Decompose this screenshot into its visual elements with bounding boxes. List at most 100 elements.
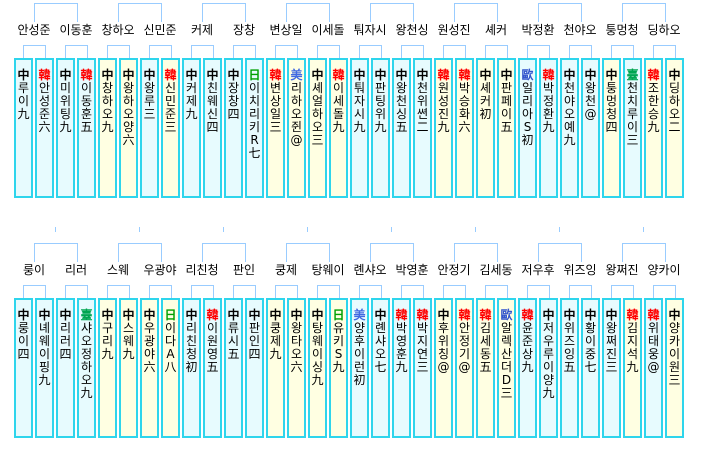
- player-name-rank: 안 성 준 六: [38, 81, 51, 134]
- player-name-rank: 박 지 연 三: [416, 321, 429, 374]
- round16-connector: [370, 243, 414, 262]
- player-name-rank: 김 지 석 九: [626, 321, 639, 374]
- nationality-char: 美: [353, 308, 366, 322]
- winner-label: 왕천싱: [395, 23, 429, 37]
- nationality-char: 中: [59, 308, 72, 322]
- player-name-rank: 왕 하 오 양 六: [122, 81, 135, 147]
- advance-stub: [391, 227, 392, 232]
- advance-stub: [139, 227, 140, 232]
- player-name-rank: 안 정 기 @: [458, 321, 471, 374]
- nationality-char: 中: [584, 68, 597, 82]
- nationality-char: 中: [38, 308, 51, 322]
- player-name-rank: 우 광 야 六: [143, 321, 156, 374]
- match-connector: [485, 45, 508, 59]
- winner-label: 이동훈: [59, 23, 93, 37]
- player-name-rank: 커 제 九: [185, 81, 198, 121]
- player-name-rank: 천 야 오 예 九: [563, 81, 576, 147]
- nationality-char: 韓: [542, 68, 555, 82]
- advance-stub: [643, 227, 644, 232]
- nationality-char: 中: [227, 308, 240, 322]
- match-connector: [401, 45, 424, 59]
- nationality-char: 中: [185, 68, 198, 82]
- player-name-rank: 양 후 이 런 初: [353, 321, 366, 387]
- round16-connector: [202, 243, 246, 262]
- nationality-char: 韓: [80, 68, 93, 82]
- match-connector: [359, 45, 382, 59]
- player-name-rank: 이 동 훈 五: [80, 81, 93, 134]
- match-connector: [485, 285, 508, 299]
- winner-label: 김세동: [479, 263, 513, 277]
- nationality-char: 中: [353, 68, 366, 82]
- player-name-rank: 박 승 화 六: [458, 81, 471, 134]
- winner-label: 원성진: [437, 23, 471, 37]
- nationality-char: 韓: [269, 68, 282, 82]
- player-name-rank: 왕 쩌 진 三: [605, 321, 618, 374]
- match-connector: [65, 45, 88, 59]
- winner-label: 리러: [64, 263, 88, 277]
- match-connector: [443, 285, 466, 299]
- nationality-char: 韓: [395, 308, 408, 322]
- player-name-rank: 후 위 칭 @: [437, 321, 450, 374]
- match-connector: [23, 285, 46, 299]
- player-name-rank: 스 웨 九: [122, 321, 135, 361]
- match-connector: [107, 45, 130, 59]
- round16-connector: [370, 3, 414, 22]
- nationality-char: 中: [479, 68, 492, 82]
- advance-stub: [223, 227, 224, 232]
- winner-label: 천야오: [563, 23, 597, 37]
- nationality-char: 中: [605, 308, 618, 322]
- match-group: 안정기 中 후 위 칭 @ 韓 안 정 기 @: [434, 240, 474, 440]
- player-name-rank: 류 시 五: [227, 321, 240, 361]
- player-name-rank: 유 키 S 九: [332, 321, 345, 374]
- nationality-char: 日: [332, 308, 345, 322]
- player-name-rank: 장 창 四: [227, 81, 240, 121]
- winner-label: 퉁멍청: [605, 23, 639, 37]
- nationality-char: 中: [374, 68, 387, 82]
- player-name-rank: 신 민 준 三: [164, 81, 177, 134]
- winner-label: 룽이: [22, 263, 46, 277]
- nationality-char: 中: [668, 68, 681, 82]
- player-name-rank: 왕 루 三: [143, 81, 156, 121]
- round16-connector: [34, 3, 78, 22]
- nationality-char: 韓: [38, 68, 51, 82]
- nationality-char: 日: [164, 308, 177, 322]
- winner-label: 우광야: [143, 263, 177, 277]
- round16-connector: [622, 3, 666, 22]
- match-connector: [107, 285, 130, 299]
- winner-label: 리친청: [185, 263, 219, 277]
- winner-label: 창하오: [101, 23, 135, 37]
